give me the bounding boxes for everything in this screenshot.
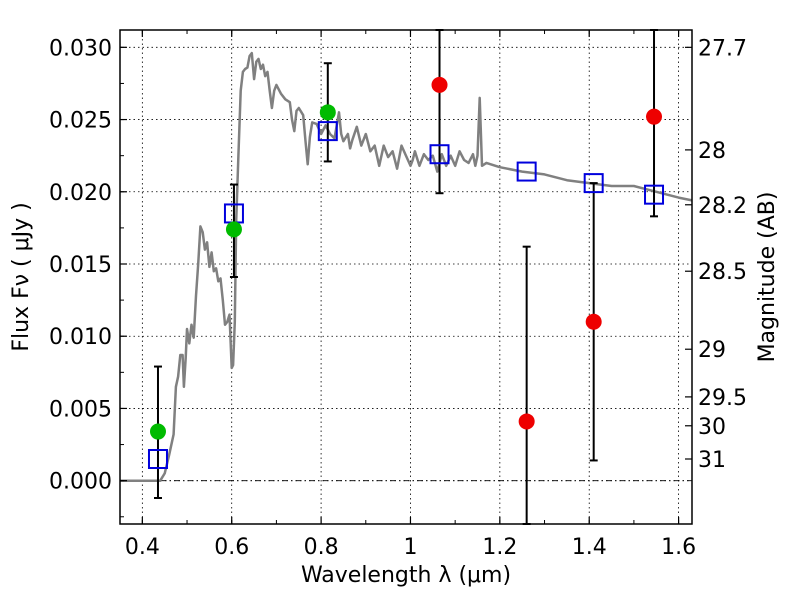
non-detection-point	[518, 413, 535, 430]
y-axis-title: Flux Fν ( μJy )	[9, 202, 34, 351]
spectrum-line	[120, 51, 693, 482]
label-layer: 0.4 0.6 0.8 1 1.2 1.4 1.6 0.000 0.005 0.010 0.015 0…	[49, 36, 747, 560]
marker-layer	[147, 76, 665, 469]
model-square	[147, 449, 168, 469]
model-square	[644, 184, 665, 205]
magnitude-tick-label: 30	[698, 415, 726, 440]
x-tick-label: 1.2	[482, 535, 517, 560]
x-axis-title: Wavelength λ (μm)	[301, 563, 511, 588]
model-square	[583, 173, 604, 194]
model-square	[429, 144, 450, 165]
x-tick-label: 0.6	[214, 535, 249, 560]
y2-axis-title: Magnitude (AB)	[755, 192, 780, 363]
spectrum-layer	[120, 51, 693, 482]
non-detection-point	[431, 76, 448, 93]
magnitude-tick-label: 27.7	[698, 36, 747, 61]
detection-point	[225, 221, 242, 238]
x-tick-label: 1	[403, 535, 417, 560]
tick-layer	[120, 30, 692, 524]
y-tick-label: 0.005	[49, 397, 112, 422]
magnitude-tick-label: 29.5	[698, 386, 747, 411]
model-square	[516, 161, 537, 182]
x-tick-label: 1.4	[572, 535, 607, 560]
y-tick-label: 0.020	[49, 181, 112, 206]
non-detection-point	[646, 108, 663, 125]
model-square	[317, 121, 338, 142]
x-tick-label: 0.4	[125, 535, 160, 560]
x-tick-label: 0.8	[304, 535, 339, 560]
y-tick-label: 0.015	[49, 253, 112, 278]
magnitude-tick-label: 31	[698, 448, 726, 473]
errorbar-layer	[153, 29, 659, 525]
magnitude-tick-label: 29	[698, 338, 726, 363]
detection-point	[319, 104, 336, 121]
non-detection-point	[585, 313, 602, 330]
y-tick-label: 0.030	[49, 36, 112, 61]
detection-point	[149, 423, 166, 440]
magnitude-tick-label: 28	[698, 139, 726, 164]
magnitude-tick-label: 28.5	[698, 260, 747, 285]
y-tick-label: 0.000	[49, 470, 112, 495]
plot-frame	[119, 29, 693, 525]
y-tick-label: 0.010	[49, 325, 112, 350]
y-tick-label: 0.025	[49, 109, 112, 134]
grid-layer	[120, 30, 692, 524]
magnitude-tick-label: 28.2	[698, 194, 747, 219]
x-tick-label: 1.6	[661, 535, 696, 560]
